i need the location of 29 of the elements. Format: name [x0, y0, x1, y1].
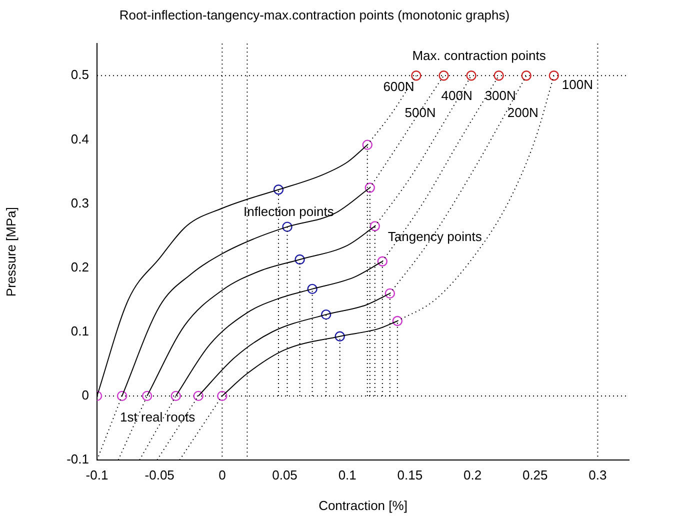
series-label: 600N — [383, 79, 414, 94]
series-label: 200N — [507, 105, 538, 120]
chart-title: Root-inflection-tangency-max.contraction points (monotonic graphs) — [119, 7, 510, 22]
y-tick-label: 0.4 — [70, 131, 89, 146]
annotation: 1st real roots — [120, 410, 196, 425]
y-tick-label: 0.1 — [70, 323, 89, 338]
x-tick-label: 0.15 — [397, 467, 423, 482]
series-label: 400N — [441, 88, 472, 104]
y-axis-title: Pressure [MPa] — [3, 207, 18, 297]
series-label: 500N — [404, 105, 436, 120]
annotation: Max. contraction points — [412, 48, 546, 64]
x-tick-label: 0.3 — [588, 467, 607, 482]
x-tick-label: 0.25 — [522, 467, 548, 482]
y-tick-label: 0 — [82, 388, 89, 403]
x-tick-label: -0.1 — [86, 467, 108, 482]
x-tick-label: 0 — [218, 467, 226, 482]
y-tick-label: 0.3 — [70, 195, 89, 210]
series-label: 300N — [484, 88, 516, 104]
y-tick-label: -0.1 — [66, 452, 89, 467]
x-tick-label: 0.1 — [338, 467, 356, 482]
annotation: Inflection points — [244, 204, 334, 220]
y-tick-label: 0.2 — [70, 259, 89, 274]
y-tick-label: 0.5 — [70, 67, 89, 82]
x-tick-label: 0.2 — [463, 467, 482, 482]
x-tick-label: -0.05 — [144, 467, 174, 482]
series-label: 100N — [562, 77, 593, 92]
annotation: Tangency points — [388, 228, 482, 244]
x-axis-title: Contraction [%] — [318, 498, 408, 513]
x-tick-label: 0.05 — [272, 467, 298, 482]
